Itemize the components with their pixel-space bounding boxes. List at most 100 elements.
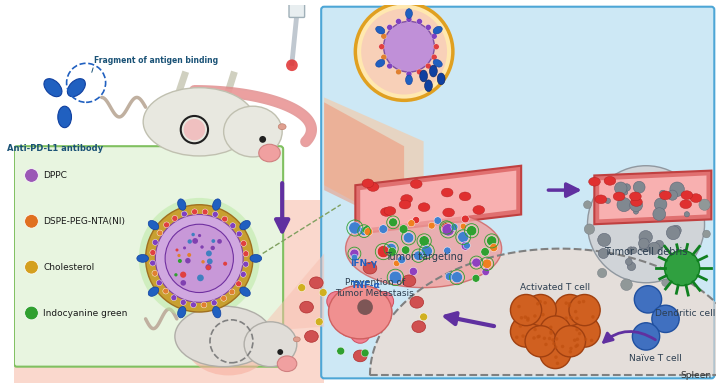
Circle shape [442,224,454,236]
Ellipse shape [437,73,445,85]
Circle shape [192,233,195,236]
Circle shape [667,226,680,240]
Ellipse shape [384,206,396,215]
Circle shape [381,33,387,39]
Circle shape [517,305,521,308]
Ellipse shape [293,337,300,342]
Ellipse shape [473,206,485,214]
Circle shape [540,338,571,369]
Circle shape [187,239,192,244]
Circle shape [351,324,370,343]
Circle shape [413,217,420,223]
Circle shape [185,258,191,263]
Circle shape [178,259,182,263]
Circle shape [191,302,197,308]
Circle shape [408,277,415,283]
Circle shape [472,274,480,282]
Circle shape [337,347,345,355]
Circle shape [395,19,402,24]
Circle shape [180,300,186,305]
Circle shape [426,63,431,69]
Circle shape [230,223,235,229]
Circle shape [223,262,227,266]
Ellipse shape [137,255,148,262]
Circle shape [357,300,373,315]
Ellipse shape [175,306,272,367]
Circle shape [605,198,611,203]
Circle shape [184,119,205,140]
Circle shape [240,272,246,277]
FancyBboxPatch shape [14,146,283,367]
Text: Tumor targeting: Tumor targeting [384,251,463,262]
Circle shape [653,208,665,220]
Ellipse shape [240,287,251,296]
Circle shape [615,182,627,194]
Circle shape [552,338,555,342]
Ellipse shape [346,210,502,288]
Ellipse shape [433,26,442,34]
Circle shape [655,240,664,249]
Circle shape [555,337,558,341]
Ellipse shape [277,356,297,372]
Circle shape [414,251,423,260]
Ellipse shape [143,88,256,156]
Circle shape [534,328,537,331]
Circle shape [569,350,572,353]
FancyArrowPatch shape [603,331,655,342]
Circle shape [336,309,356,328]
Circle shape [523,315,527,319]
Circle shape [153,239,158,245]
Circle shape [197,275,204,281]
Circle shape [467,225,477,236]
Circle shape [403,232,414,243]
Circle shape [351,289,370,309]
Circle shape [259,136,266,143]
Ellipse shape [362,179,374,188]
Circle shape [623,190,628,195]
Circle shape [441,223,451,232]
Circle shape [690,263,700,273]
Ellipse shape [178,307,186,318]
Text: Spleen: Spleen [680,371,711,379]
Ellipse shape [613,192,625,201]
Circle shape [157,230,163,236]
Circle shape [472,258,481,267]
Circle shape [699,199,710,210]
Ellipse shape [595,195,607,204]
Circle shape [532,336,536,340]
Circle shape [536,335,540,339]
Circle shape [627,247,634,254]
Circle shape [200,245,204,249]
Circle shape [590,339,593,342]
Circle shape [163,222,169,228]
Ellipse shape [429,65,437,77]
Circle shape [198,234,201,237]
Circle shape [526,318,530,322]
Circle shape [544,301,547,305]
FancyBboxPatch shape [321,7,714,378]
Circle shape [319,289,327,296]
Circle shape [348,222,361,234]
Circle shape [163,288,168,294]
Ellipse shape [354,350,367,362]
Circle shape [374,291,394,311]
Ellipse shape [178,199,186,210]
Circle shape [665,251,700,286]
Circle shape [621,279,632,291]
Circle shape [388,248,396,256]
Circle shape [428,222,435,229]
Text: Naïve T cell: Naïve T cell [629,354,683,363]
Circle shape [426,24,431,30]
Circle shape [409,267,418,275]
Ellipse shape [629,192,642,201]
Circle shape [206,265,211,270]
Circle shape [487,236,497,246]
Ellipse shape [589,177,600,186]
Circle shape [510,316,541,347]
Text: DSPE-PEG-NTA(NI): DSPE-PEG-NTA(NI) [43,217,125,226]
Circle shape [240,241,246,246]
Circle shape [406,16,412,23]
Ellipse shape [244,322,297,367]
Circle shape [634,209,639,214]
Circle shape [433,44,439,50]
